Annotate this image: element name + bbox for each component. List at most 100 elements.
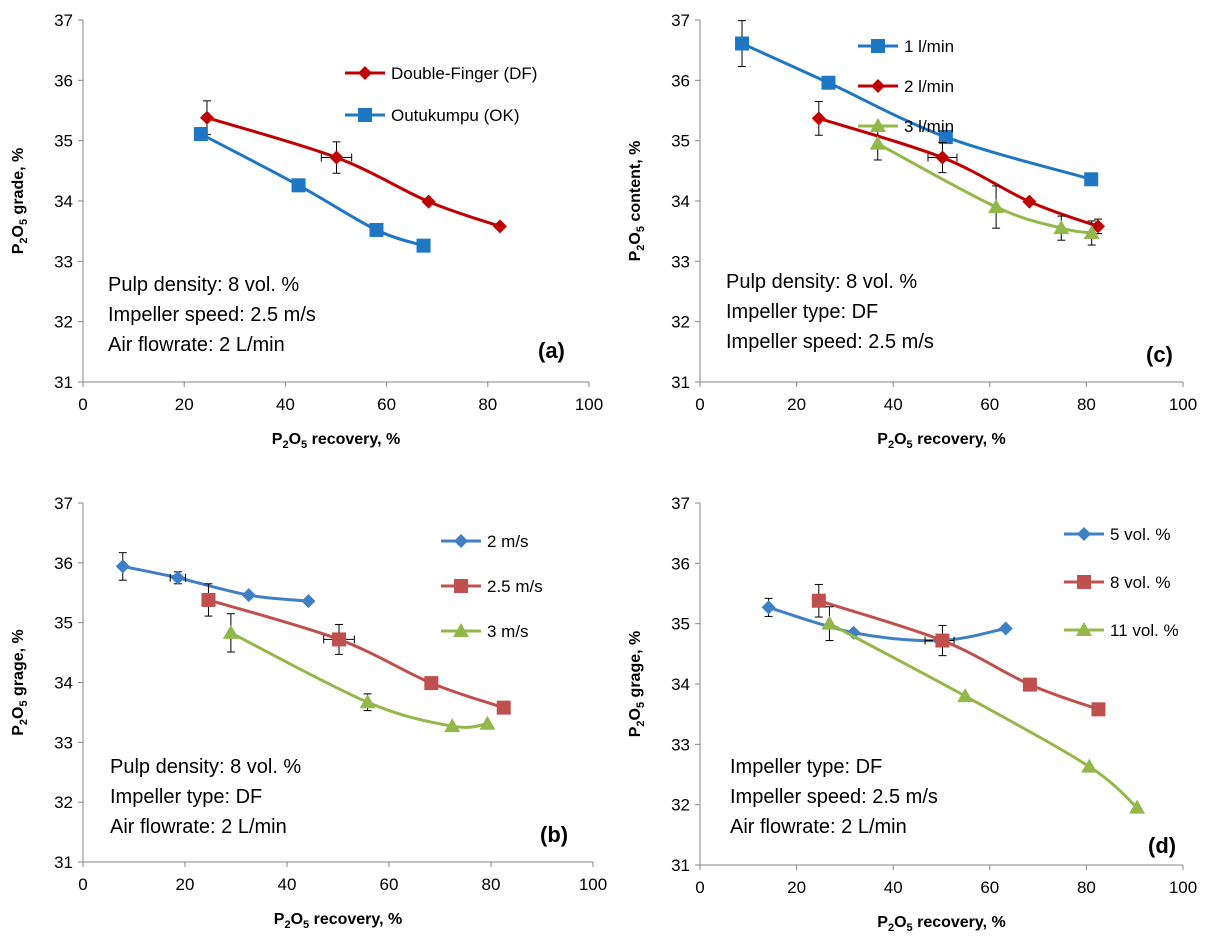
legend-marker — [358, 108, 372, 122]
y-tick-label: 33 — [671, 735, 690, 754]
data-point-square — [1084, 172, 1099, 187]
data-point-triangle — [222, 624, 239, 639]
data-point-square — [938, 130, 953, 145]
legend-marker — [454, 579, 468, 593]
annotation-note: Impeller type: DF — [730, 756, 882, 778]
y-tick-label: 33 — [54, 252, 73, 271]
legend-label: 2.5 m/s — [487, 577, 543, 596]
data-point-square — [424, 676, 439, 691]
data-point-diamond — [301, 594, 316, 609]
legend-label: 3 l/min — [904, 117, 954, 136]
x-tick-label: 80 — [478, 395, 497, 414]
x-tick-label: 0 — [78, 395, 87, 414]
data-point-diamond — [421, 194, 436, 209]
chart-panel-b: 31 32 33 34 35 36 37 0 20 40 60 80 100 P2O5 recovery,… — [10, 494, 607, 931]
series-line — [768, 605, 1007, 643]
annotation-note: Air flowrate: 2 L/min — [110, 816, 287, 838]
legend-label: 3 m/s — [487, 622, 529, 641]
legend-marker — [871, 39, 885, 53]
x-tick-label: 60 — [380, 875, 399, 894]
data-point-square — [369, 222, 384, 237]
legend-marker — [1077, 527, 1091, 541]
data-point-diamond — [170, 570, 185, 585]
legend-marker — [1077, 575, 1091, 589]
x-tick-label: 80 — [1077, 878, 1096, 897]
x-tick-label: 100 — [1169, 878, 1197, 897]
legend-label: 1 l/min — [904, 37, 954, 56]
legend-entry: 2.5 m/s — [441, 577, 543, 596]
x-tick-label: 40 — [278, 875, 297, 894]
y-tick-label: 31 — [54, 373, 73, 392]
y-tick-label: 37 — [54, 494, 73, 513]
y-tick-label: 35 — [671, 615, 690, 634]
legend-marker — [454, 534, 468, 548]
data-point-triangle — [1083, 224, 1100, 239]
annotation-note: Pulp density: 8 vol. % — [726, 271, 917, 293]
series-line — [200, 132, 425, 248]
y-tick-label: 34 — [671, 192, 690, 211]
annotation-note: Impeller speed: 2.5 m/s — [730, 786, 938, 808]
x-tick-label: 20 — [787, 395, 806, 414]
data-point-square — [811, 593, 826, 608]
legend-entry: 3 m/s — [441, 622, 529, 641]
y-tick-label: 36 — [671, 554, 690, 573]
legend-entry: 2 l/min — [858, 77, 954, 96]
legend-entry: Outukumpu (OK) — [345, 106, 520, 125]
y-axis-title: P2O5 grade, % — [10, 148, 30, 255]
x-axis-title: P2O5 recovery, % — [877, 914, 1005, 934]
legend-label: 2 l/min — [904, 77, 954, 96]
data-point-square — [821, 75, 836, 90]
x-tick-label: 100 — [579, 875, 607, 894]
panel-label: (b) — [540, 822, 568, 847]
series-3 l/min — [869, 126, 1100, 246]
data-point-diamond — [935, 150, 950, 165]
x-tick-label: 100 — [575, 395, 603, 414]
x-tick-label: 40 — [884, 878, 903, 897]
panel-label: (a) — [538, 338, 565, 363]
data-point-square — [1022, 677, 1037, 692]
legend-label: Outukumpu (OK) — [391, 106, 520, 125]
data-point-square — [332, 632, 347, 647]
series-line — [230, 631, 488, 729]
annotation-note: Air flowrate: 2 L/min — [108, 334, 285, 356]
x-tick-label: 80 — [1077, 395, 1096, 414]
data-point-triangle — [821, 615, 838, 630]
legend-label: 8 vol. % — [1110, 573, 1170, 592]
series-1 l/min — [735, 20, 1099, 187]
x-axis-title: P2O5 recovery, % — [272, 431, 400, 451]
series-3 m/s — [222, 613, 496, 733]
x-tick-label: 100 — [1169, 395, 1197, 414]
x-tick-label: 40 — [276, 395, 295, 414]
x-tick-label: 20 — [175, 395, 194, 414]
annotation-note: Impeller type: DF — [726, 301, 878, 323]
data-point-diamond — [998, 621, 1013, 636]
legend-entry: 8 vol. % — [1064, 573, 1170, 592]
data-point-square — [201, 592, 216, 607]
panel-label: (c) — [1146, 342, 1173, 367]
data-point-triangle — [1081, 758, 1098, 773]
data-point-square — [416, 238, 431, 253]
annotation-note: Pulp density: 8 vol. % — [108, 274, 299, 296]
y-tick-label: 35 — [54, 132, 73, 151]
y-tick-label: 37 — [54, 11, 73, 30]
legend-entry: 5 vol. % — [1064, 525, 1170, 544]
data-point-triangle — [1129, 799, 1146, 814]
legend-marker — [1076, 622, 1092, 636]
y-tick-label: 32 — [54, 313, 73, 332]
series-2 l/min — [811, 100, 1105, 235]
series-line — [122, 564, 309, 603]
y-tick-label: 37 — [671, 11, 690, 30]
x-tick-label: 60 — [980, 878, 999, 897]
y-tick-label: 35 — [671, 132, 690, 151]
data-point-triangle — [1053, 220, 1070, 235]
annotation-note: Impeller speed: 2.5 m/s — [726, 331, 934, 353]
annotation-note: Pulp density: 8 vol. % — [110, 756, 301, 778]
data-point-diamond — [811, 111, 826, 126]
data-point-triangle — [869, 135, 886, 150]
legend-entry: Double-Finger (DF) — [345, 64, 537, 83]
series-line — [208, 598, 505, 710]
data-point-square — [735, 36, 750, 51]
annotation-note: Impeller speed: 2.5 m/s — [108, 304, 316, 326]
y-tick-label: 34 — [54, 674, 73, 693]
